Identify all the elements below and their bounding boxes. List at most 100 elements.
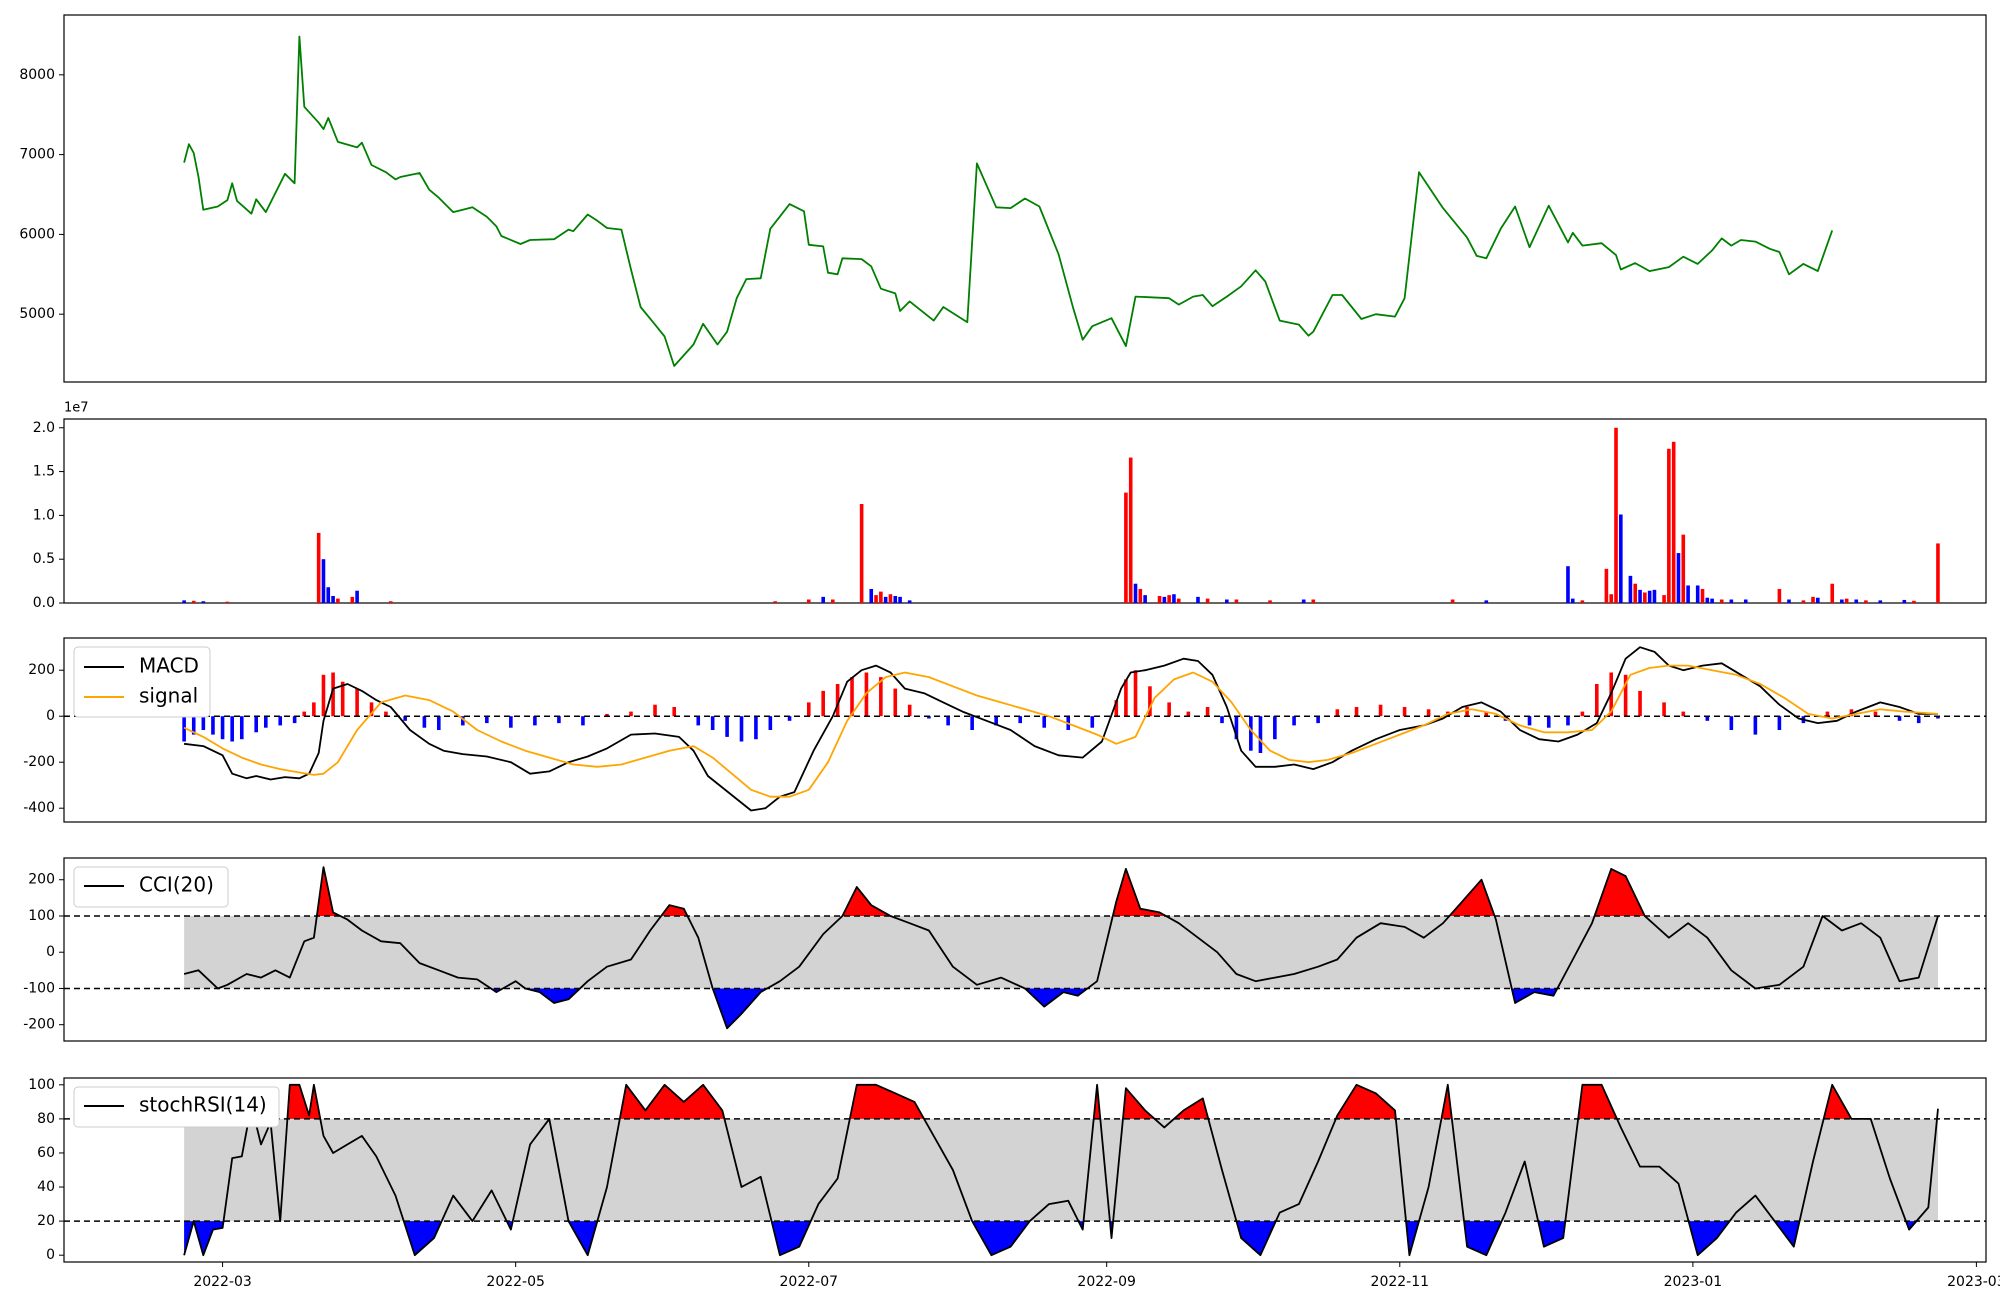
macd-hist-bar — [1124, 679, 1128, 717]
macd-hist-bar — [1273, 716, 1277, 740]
volume-bar — [773, 601, 777, 603]
legend-label-signal: signal — [139, 684, 198, 708]
macd-hist-bar — [278, 716, 283, 726]
y-tick-label: -400 — [23, 800, 55, 816]
macd-hist-bar — [739, 716, 744, 742]
macd-hist-bar — [629, 711, 633, 717]
stochrsi-oversold-fill — [972, 1221, 1030, 1256]
macd-hist-bar — [369, 702, 374, 717]
volume-bar — [1700, 588, 1705, 603]
volume-bar — [1167, 595, 1171, 603]
price-line — [183, 35, 1834, 367]
y-tick-label: 0.0 — [33, 595, 55, 611]
macd-hist-bar — [1354, 707, 1359, 717]
macd-hist-bar — [1402, 707, 1407, 717]
macd-hist-bar — [768, 716, 773, 730]
macd-hist-bar — [605, 713, 609, 717]
macd-hist-bar — [1316, 716, 1320, 724]
cci-band — [184, 915, 1938, 989]
volume-bar — [1710, 598, 1714, 603]
macd-hist-bar — [1729, 716, 1734, 730]
macd-hist-bar — [1662, 702, 1666, 717]
cci-overbought-fill — [1449, 879, 1495, 916]
macd-hist-bar — [710, 716, 715, 730]
x-tick-label: 2022-03 — [193, 1274, 252, 1290]
stochrsi-overbought-fill — [1335, 1084, 1396, 1119]
macd-hist-bar — [557, 716, 561, 724]
macd-hist-bar — [1777, 716, 1782, 730]
x-tick-label: 2023-03 — [1947, 1274, 2000, 1290]
macd-hist-bar — [485, 716, 489, 724]
y-tick-label: 200 — [28, 662, 55, 678]
macd-hist-bar — [1133, 670, 1138, 717]
volume-bar — [1580, 600, 1585, 603]
macd-line — [183, 646, 1938, 812]
volume-bar — [1609, 594, 1614, 603]
y-tick-label: -200 — [23, 754, 55, 770]
stochrsi-oversold-fill — [771, 1221, 811, 1256]
stochrsi-overbought-fill — [1578, 1084, 1617, 1119]
y-tick-label: 40 — [37, 1179, 55, 1195]
macd-hist-bar — [1234, 716, 1239, 740]
volume-bar — [1816, 597, 1820, 603]
macd-hist-bar — [1220, 716, 1224, 724]
volume-axes-frame — [63, 418, 1987, 604]
macd-hist-bar — [436, 716, 441, 730]
macd-hist-bar — [994, 716, 998, 726]
y-tick-label: 20 — [37, 1213, 55, 1229]
y-tick-label: -200 — [23, 1017, 55, 1033]
y-tick-label: 60 — [37, 1145, 55, 1161]
macd-hist-bar — [1205, 707, 1210, 717]
macd-hist-bar — [946, 716, 950, 726]
macd-hist-bar — [264, 716, 268, 728]
macd-hist-bar — [461, 716, 465, 726]
macd-hist-bar — [970, 716, 974, 730]
volume-bar — [1652, 589, 1657, 603]
macd-hist-bar — [672, 707, 677, 717]
macd-hist-bar — [1186, 711, 1191, 717]
y-tick-label: 0 — [46, 708, 55, 724]
macd-hist-bar — [1936, 716, 1940, 719]
y-tick-label: 5000 — [19, 306, 55, 322]
stochrsi-oversold-fill — [403, 1221, 442, 1256]
volume-bar — [830, 599, 835, 603]
price-axes-frame — [63, 14, 1987, 383]
macd-hist-bar — [1638, 690, 1642, 717]
macd-hist-bar — [254, 716, 259, 733]
volume-bar — [355, 590, 359, 603]
volume-bar — [1681, 534, 1686, 603]
y-tick-label: 0 — [46, 944, 55, 960]
volume-bar — [1450, 599, 1455, 603]
macd-hist-bar — [1705, 716, 1710, 721]
volume-bar — [1124, 492, 1128, 603]
volume-bar — [1695, 585, 1700, 603]
volume-bar — [1830, 583, 1835, 603]
volume-bar — [1667, 448, 1671, 603]
legend-label-cci: CCI(20) — [139, 873, 214, 897]
volume-bar — [1777, 588, 1782, 603]
stochrsi-oversold-fill — [1774, 1221, 1800, 1247]
macd-hist-bar — [879, 677, 883, 717]
stochrsi-oversold-fill — [1538, 1221, 1566, 1247]
macd-axes-frame — [63, 637, 1987, 823]
macd-hist-bar — [754, 716, 758, 740]
macd-hist-bar — [1292, 716, 1296, 726]
macd-hist-bar — [211, 716, 215, 735]
volume-bar — [1912, 600, 1916, 603]
macd-histogram — [182, 670, 1940, 753]
volume-bar — [1196, 596, 1200, 603]
volume-bar — [336, 598, 340, 603]
stochrsi-overbought-fill — [849, 1084, 925, 1119]
volume-bar — [201, 601, 206, 603]
cci-overbought-fill — [842, 887, 891, 916]
macd-hist-bar — [1594, 684, 1599, 717]
stochrsi-oversold-fill — [568, 1221, 598, 1256]
volume-bar — [326, 587, 331, 603]
y-tick-label: -100 — [23, 980, 55, 996]
macd-hist-bar — [1873, 711, 1878, 717]
x-tick-label: 2022-11 — [1371, 1274, 1430, 1290]
y-tick-label: 1.0 — [33, 507, 55, 523]
volume-bar — [1205, 598, 1210, 603]
y-tick-label: 80 — [37, 1111, 55, 1127]
